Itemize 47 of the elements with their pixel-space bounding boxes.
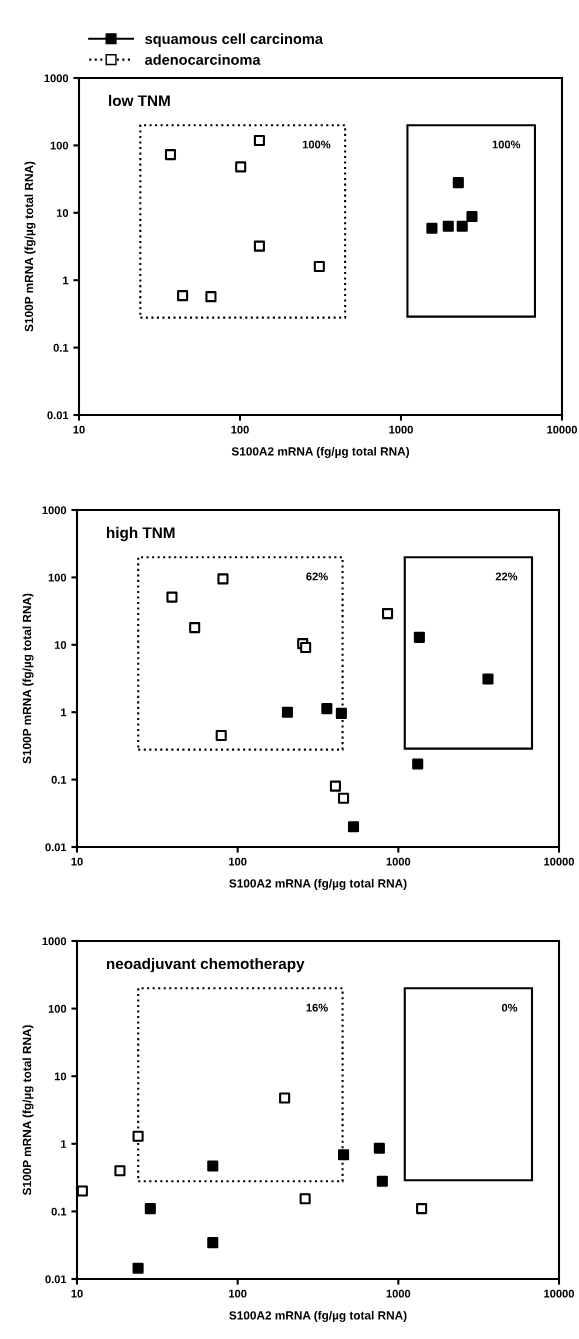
x-axis-title: S100A2 mRNA (fg/µg total RNA): [229, 878, 407, 890]
x-tick-label: 10000: [544, 857, 574, 866]
x-tick-label: 100: [231, 425, 249, 434]
annotation: 62%: [306, 572, 328, 581]
x-tick-label: 100: [229, 1289, 247, 1298]
x-tick-label: 10000: [547, 425, 577, 434]
x-tick-label: 1000: [389, 425, 413, 434]
y-tick-label: 0.01: [47, 411, 69, 420]
x-tick-label: 10: [71, 857, 83, 866]
y-axis-title: S100P mRNA (fg/µg total RNA): [22, 1025, 34, 1196]
annotation: 100%: [302, 140, 331, 149]
y-tick-label: 0.1: [51, 775, 67, 784]
annotation: 0%: [501, 1003, 518, 1012]
annotation: 22%: [495, 572, 518, 581]
y-axis-title: S100P mRNA (fg/µg total RNA): [22, 593, 34, 764]
x-tick-label: 10000: [544, 1289, 574, 1298]
y-tick-label: 1000: [42, 937, 67, 946]
y-tick-label: 1: [63, 276, 69, 285]
x-tick-label: 1000: [386, 857, 411, 866]
text: neoadjuvant chemotherapy: [106, 957, 305, 973]
x-tick-label: 100: [229, 857, 247, 866]
y-tick-label: 100: [48, 1004, 67, 1013]
x-axis-title: S100A2 mRNA (fg/µg total RNA): [229, 1310, 407, 1322]
y-tick-label: 0.1: [51, 1207, 67, 1216]
y-tick-label: 100: [50, 141, 69, 150]
x-axis-title: S100A2 mRNA (fg/µg total RNA): [231, 446, 410, 458]
y-tick-label: 0.01: [45, 843, 67, 852]
y-tick-label: 100: [48, 573, 67, 582]
x-tick-label: 1000: [386, 1289, 411, 1298]
x-tick-label: 10: [73, 425, 85, 434]
y-axis-title: S100P mRNA (fg/µg total RNA): [24, 161, 36, 332]
annotation: 100%: [492, 140, 521, 149]
annotation: 16%: [306, 1003, 328, 1012]
legend-label: squamous cell carcinoma: [145, 33, 324, 47]
x-tick-label: 10: [71, 1289, 83, 1298]
y-tick-label: 10: [54, 1072, 67, 1081]
y-tick-label: 0.01: [45, 1275, 67, 1284]
y-tick-label: 10: [56, 209, 69, 217]
text: low TNM: [109, 94, 170, 107]
text: high TNM: [106, 526, 175, 542]
y-tick-label: 0.1: [53, 343, 69, 352]
y-tick-label: 10: [54, 641, 67, 649]
y-tick-label: 1000: [42, 506, 67, 515]
y-tick-label: 1: [61, 1140, 67, 1148]
y-tick-label: 1: [61, 708, 67, 717]
legend-label: adenocarcinoma: [145, 54, 261, 65]
y-tick-label: 1000: [44, 74, 69, 83]
